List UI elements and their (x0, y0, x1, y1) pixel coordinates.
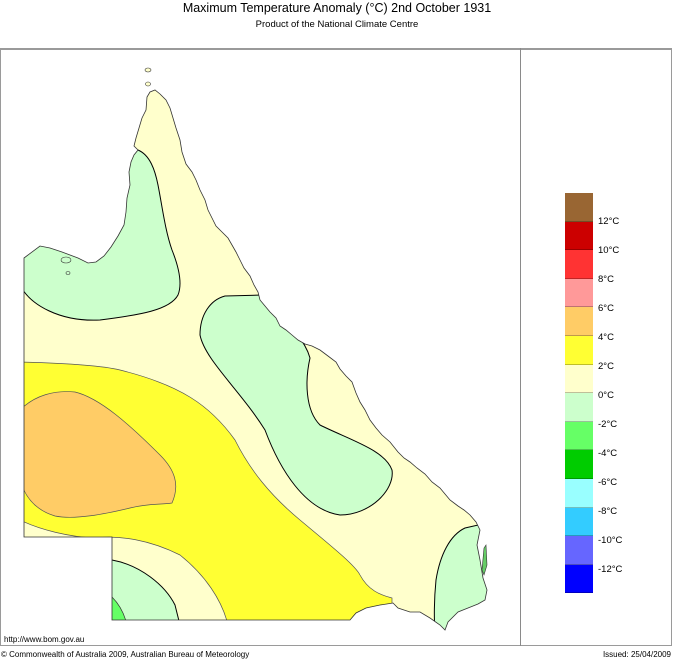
legend-label: 10°C (598, 245, 620, 256)
legend-label: 12°C (598, 216, 620, 227)
legend-label: 2°C (598, 361, 614, 372)
legend-swatch-4-to-6 (565, 307, 593, 336)
legend-label: -12°C (598, 564, 623, 575)
legend-swatch-above-12 (565, 193, 593, 222)
island-gulf-small (65, 271, 71, 275)
color-legend (565, 193, 593, 594)
map-title: Maximum Temperature Anomaly (°C) 2nd Oct… (182, 1, 492, 15)
legend-swatch-minus-4-to-2 (565, 421, 593, 451)
legend-swatch-below-minus-12 (565, 564, 593, 594)
legend-swatch-0-to-2 (565, 364, 593, 394)
legend-label: -4°C (598, 448, 618, 459)
bom-url-link[interactable]: http://www.bom.gov.au (4, 635, 85, 644)
legend-label: -8°C (598, 506, 618, 517)
legend-swatch-minus-8-to-6 (565, 478, 593, 508)
legend-swatch-2-to-4 (565, 335, 593, 365)
copyright-notice: © Commonwealth of Australia 2009, Austra… (1, 650, 250, 659)
island-torres-1 (144, 67, 152, 73)
legend-swatch-minus-12-to-10 (565, 536, 593, 565)
legend-divider (520, 48, 521, 646)
zone-cape-york-negative (24, 149, 181, 321)
issued-date: Issued: 25/04/2009 (602, 650, 671, 659)
legend-swatch-minus-2-to-0 (565, 393, 593, 422)
legend-swatch-minus-10-to-8 (565, 507, 593, 537)
legend-label: 6°C (598, 303, 614, 314)
island-fraser (481, 544, 488, 576)
zone-4-to-6 (24, 391, 177, 518)
legend-swatch-10-to-12 (565, 221, 593, 251)
legend-label: 4°C (598, 332, 614, 343)
legend-swatch-6-to-8 (565, 278, 593, 308)
legend-swatch-minus-6-to-4 (565, 450, 593, 479)
map-subtitle: Product of the National Climate Centre (255, 19, 419, 30)
zone-central-east-negative (199, 294, 393, 516)
island-torres-2 (145, 81, 151, 87)
legend-label: -2°C (598, 419, 618, 430)
legend-label: 0°C (598, 390, 614, 401)
legend-label: -6°C (598, 477, 618, 488)
legend-label: 8°C (598, 274, 614, 285)
island-mornington (60, 256, 72, 264)
map-frame (0, 48, 672, 646)
legend-label: -10°C (598, 535, 623, 546)
legend-swatch-8-to-10 (565, 250, 593, 279)
